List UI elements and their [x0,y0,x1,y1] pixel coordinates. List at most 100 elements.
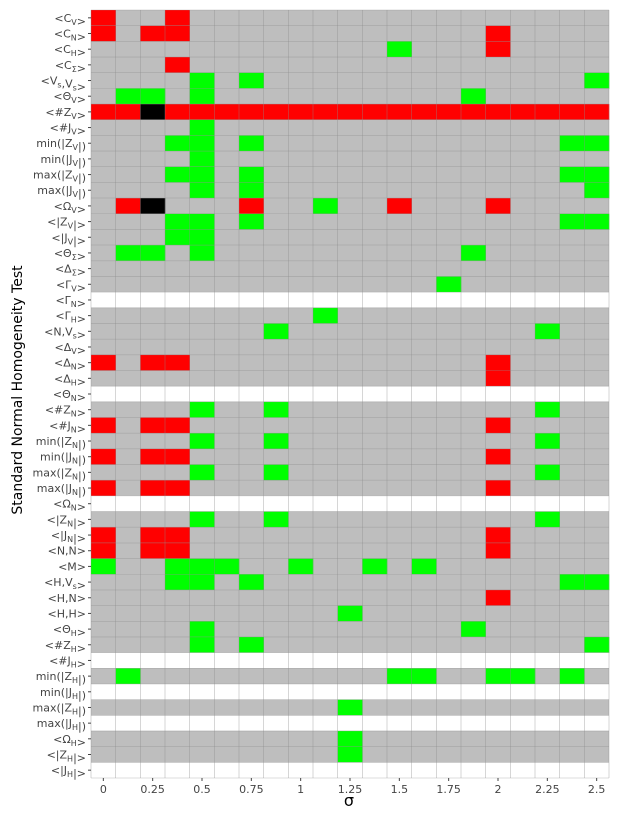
y-axis-title: Standard Normal Homogeneity Test [10,265,26,515]
heatmap-row-background [91,715,609,731]
y-tick-label: <ΩV> [54,200,86,216]
heatmap-cell [584,135,610,152]
heatmap-row-background [91,10,609,26]
heatmap-row-background [91,182,609,199]
heatmap-row-background [91,433,609,449]
heatmap-cell [140,417,166,434]
heatmap-row-background [91,119,609,136]
heatmap-cell [263,464,289,481]
heatmap-cell [485,198,511,215]
heatmap-cell [485,354,511,371]
heatmap-cell [189,245,215,262]
heatmap-cell [140,542,166,559]
heatmap-cell [189,433,215,450]
x-tick-label: 2.25 [535,783,560,796]
heatmap-cell [115,245,141,262]
heatmap-cell [165,213,190,230]
heatmap-cell [91,558,116,575]
y-tick-label: <|JH|> [51,764,86,780]
heatmap-cell [584,166,610,183]
y-tick-label: <H,Vs> [44,576,86,592]
heatmap-cell [263,401,289,418]
heatmap-cell [91,417,116,434]
heatmap-cell [165,574,190,591]
heatmap-cell [189,511,215,528]
heatmap-cell [584,104,610,121]
heatmap-row-background [91,72,609,89]
heatmap-cell [485,589,511,606]
y-tick-label: <CN> [54,28,86,44]
heatmap-cell [535,104,560,121]
heatmap-cell [337,699,363,716]
heatmap-row-background [91,135,609,152]
y-tick-label: <N,Vs> [44,325,86,341]
y-tick-label: max(|ZN|) [33,466,86,482]
y-tick-label: <|ZH|> [47,748,86,764]
heatmap-cell [115,668,141,685]
heatmap-cell [535,323,560,340]
heatmap-cell [387,104,412,121]
heatmap-cell [189,401,215,418]
y-tick-label: <ΘN> [53,388,86,404]
x-axis-title: σ [344,791,354,810]
y-tick-label: <ΩH> [53,733,86,749]
heatmap-row-background [91,292,609,308]
heatmap-cell [387,668,412,685]
heatmap-cell [115,198,141,215]
heatmap-cell [189,213,215,230]
heatmap-row-background [91,276,609,293]
x-tick-labels: 0 0.25 0.5 0.75 1 1.25 1.5 1.75 2 2.25 2.5 [100,778,606,796]
y-tick-label: <#ZH> [45,639,86,655]
y-tick-label: <ΓN> [55,294,86,310]
heatmap-cell [91,527,116,544]
y-tick-label: <ΩN> [53,498,86,514]
y-tick-label: <|JV|> [51,231,86,247]
y-tick-label: min(|ZH|) [36,670,86,686]
heatmap-cell [239,213,264,230]
heatmap-cell [91,480,116,497]
heatmap-row-background [91,323,609,340]
x-tick-label: 2.5 [588,783,606,796]
heatmap-row-background [91,589,609,606]
heatmap-cell [165,527,190,544]
heatmap-cell [189,104,215,121]
heatmap-cell [485,417,511,434]
heatmap-row-background [91,621,609,637]
heatmap-row-background [91,307,609,324]
heatmap-row-background [91,464,609,481]
heatmap-cell [214,558,240,575]
x-tick-label: 0 [100,783,107,796]
y-tick-label: min(|ZN|) [36,435,86,451]
heatmap-cell [140,25,166,42]
y-tick-label: min(|ZV|) [36,137,86,153]
heatmap-cell [189,151,215,168]
heatmap-cell [535,433,560,450]
heatmap-cell [559,213,585,230]
y-tick-label: max(|ZH|) [32,701,86,717]
heatmap-cell [263,104,289,121]
heatmap-cell [387,41,412,58]
heatmap-cell [584,574,610,591]
y-tick-label: max(|ZV|) [33,169,86,185]
heatmap-cell [115,88,141,105]
heatmap-row-background [91,417,609,434]
heatmap-row-background [91,166,609,183]
heatmap-cell [165,480,190,497]
heatmap-cell [239,198,264,215]
y-tick-label: max(|JV|) [37,184,86,200]
heatmap-cell [559,166,585,183]
heatmap-cell [461,104,486,121]
heatmap-row-background [91,41,609,58]
heatmap-cell [189,636,215,653]
y-tick-label: min(|JV|) [41,153,86,169]
heatmap-cell [91,25,116,42]
y-tick-label: <M> [58,560,86,573]
x-tick-label: 0.25 [140,783,165,796]
heatmap-row-background [91,339,609,355]
heatmap-cell [165,25,190,42]
y-tick-label: <CH> [54,43,86,59]
heatmap-cell [461,88,486,105]
y-tick-label: <ΘV> [53,90,86,106]
heatmap-row-background [91,762,609,778]
heatmap-cell [313,198,338,215]
